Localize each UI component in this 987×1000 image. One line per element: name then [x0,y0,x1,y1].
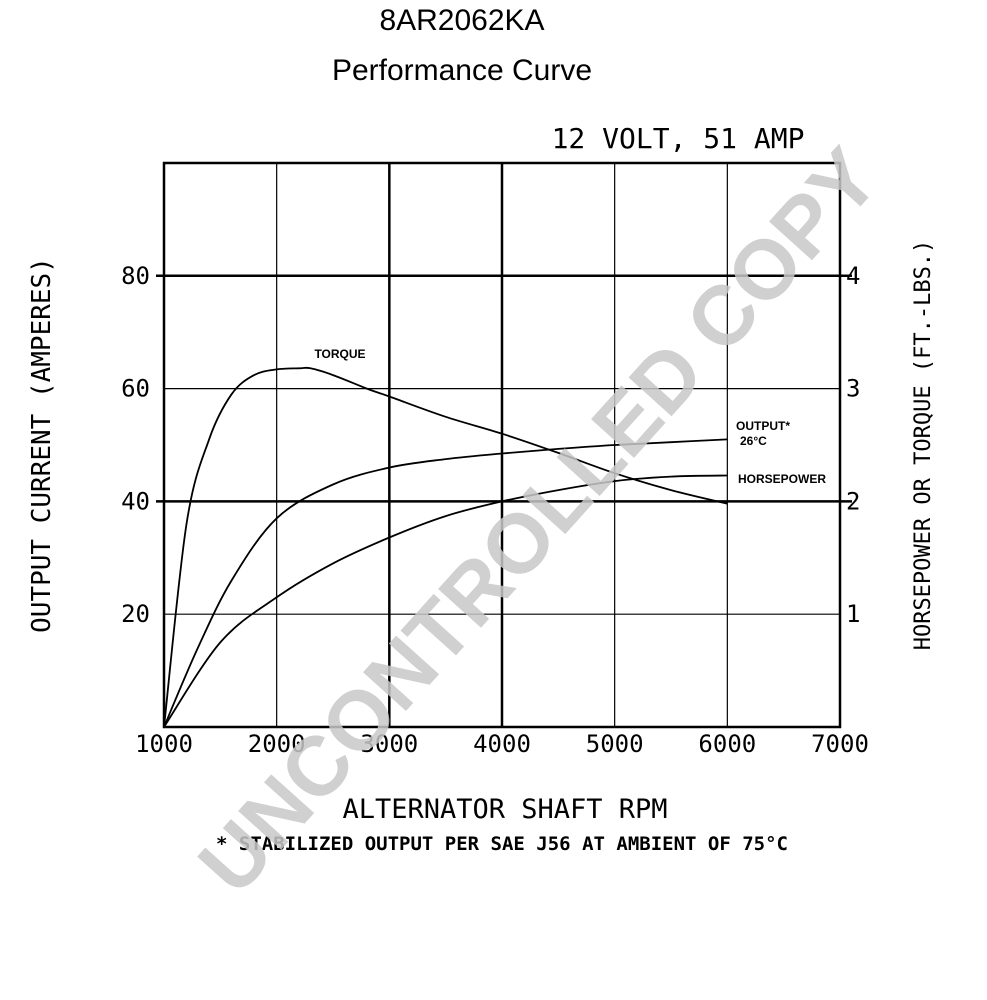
output-curve [163,438,728,728]
x-tick-label: 5000 [586,730,644,758]
rating-label: 12 VOLT, 51 AMP [552,122,805,155]
y-right-tick-label: 4 [846,262,860,290]
torque-curve [163,366,728,728]
plot-frame [162,161,842,729]
x-tick-label: 7000 [811,730,869,758]
y-axis-left-label: OUTPUT CURRENT (AMPERES) [27,257,57,633]
tick-labels: 1000 2000 3000 4000 5000 6000 7000 20 40 60 80 1 2 3 4 [121,262,869,758]
torque-label: TORQUE [314,347,365,361]
chart-title: 8AR2062KA [379,4,544,37]
x-axis-label: ALTERNATOR SHAFT RPM [342,794,667,825]
y-right-tick-label: 1 [846,600,860,628]
x-tick-label: 1000 [135,730,193,758]
series-labels: TORQUE OUTPUT*26°C HORSEPOWER [314,347,826,486]
y-axis-right-label: HORSEPOWER OR TORQUE (FT.-LBS.) [911,240,936,651]
chart-curves [163,366,728,728]
horsepower-label: HORSEPOWER [738,472,826,486]
x-tick-label: 4000 [473,730,531,758]
footnote: * STABILIZED OUTPUT PER SAE J56 AT AMBIE… [216,833,788,855]
chart-grid [156,161,852,729]
horsepower-curve [163,474,728,728]
chart-subtitle: Performance Curve [332,54,592,87]
output-temp-label: 26°C [740,434,767,448]
x-tick-label: 6000 [698,730,756,758]
y-left-tick-label: 60 [121,375,150,403]
y-left-tick-label: 20 [121,600,150,628]
output-label: OUTPUT* [736,419,790,433]
x-tick-label: 3000 [360,730,418,758]
y-right-tick-label: 3 [846,375,860,403]
x-tick-label: 2000 [248,730,306,758]
y-left-tick-label: 80 [121,262,150,290]
y-left-tick-label: 40 [121,487,150,515]
y-right-tick-label: 2 [846,487,860,515]
